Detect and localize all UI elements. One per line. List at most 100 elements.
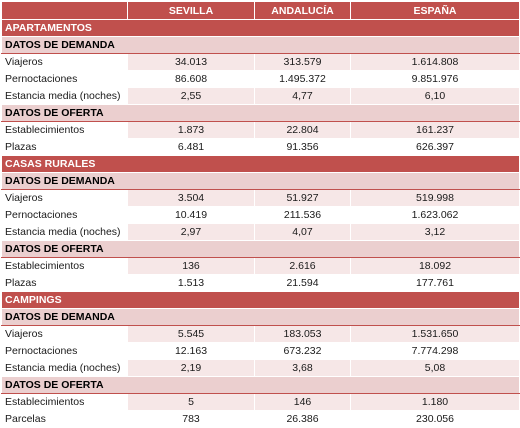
section-title: CAMPINGS — [1, 291, 520, 309]
table-row: Establecimientos 1.873 22.804 161.237 — [1, 121, 520, 139]
table-row: Pernoctaciones 10.419 211.536 1.623.062 — [1, 206, 520, 224]
table-row: Viajeros 34.013 313.579 1.614.808 — [1, 53, 520, 71]
row-label: Plazas — [1, 138, 128, 156]
row-label: Estancia media (noches) — [1, 87, 128, 105]
cell-andalucia: 211.536 — [254, 206, 351, 224]
cell-andalucia: 26.386 — [254, 410, 351, 428]
cell-espana: 18.092 — [350, 257, 520, 275]
cell-andalucia: 22.804 — [254, 121, 351, 139]
row-label: Viajeros — [1, 189, 128, 207]
table-row: Parcelas 783 26.386 230.056 — [1, 410, 520, 428]
group-row: DATOS DE DEMANDA — [1, 308, 520, 326]
row-label: Establecimientos — [1, 257, 128, 275]
cell-espana: 519.998 — [350, 189, 520, 207]
row-label: Viajeros — [1, 325, 128, 343]
cell-andalucia: 51.927 — [254, 189, 351, 207]
cell-espana: 6,10 — [350, 87, 520, 105]
cell-sevilla: 5.545 — [127, 325, 255, 343]
group-title: DATOS DE OFERTA — [1, 104, 520, 122]
group-title: DATOS DE DEMANDA — [1, 172, 520, 190]
table-row: Viajeros 3.504 51.927 519.998 — [1, 189, 520, 207]
table-row: Pernoctaciones 12.163 673.232 7.774.298 — [1, 342, 520, 360]
column-header-andalucia: ANDALUCÍA — [254, 1, 351, 20]
section-title: CASAS RURALES — [1, 155, 520, 173]
cell-sevilla: 1.873 — [127, 121, 255, 139]
cell-sevilla: 6.481 — [127, 138, 255, 156]
cell-espana: 1.531.650 — [350, 325, 520, 343]
header-corner — [1, 1, 128, 20]
cell-espana: 7.774.298 — [350, 342, 520, 360]
cell-sevilla: 2,97 — [127, 223, 255, 241]
cell-sevilla: 2,19 — [127, 359, 255, 377]
cell-sevilla: 2,55 — [127, 87, 255, 105]
cell-sevilla: 12.163 — [127, 342, 255, 360]
row-label: Establecimientos — [1, 121, 128, 139]
section-row: CAMPINGS — [1, 291, 520, 309]
group-title: DATOS DE DEMANDA — [1, 308, 520, 326]
column-header-espana: ESPAÑA — [350, 1, 520, 20]
group-row: DATOS DE OFERTA — [1, 104, 520, 122]
row-label: Establecimientos — [1, 393, 128, 411]
cell-sevilla: 1.513 — [127, 274, 255, 292]
cell-sevilla: 86.608 — [127, 70, 255, 88]
cell-espana: 9.851.976 — [350, 70, 520, 88]
group-row: DATOS DE OFERTA — [1, 376, 520, 394]
cell-andalucia: 673.232 — [254, 342, 351, 360]
cell-andalucia: 183.053 — [254, 325, 351, 343]
cell-espana: 161.237 — [350, 121, 520, 139]
cell-andalucia: 2.616 — [254, 257, 351, 275]
cell-espana: 5,08 — [350, 359, 520, 377]
cell-sevilla: 10.419 — [127, 206, 255, 224]
cell-andalucia: 91.356 — [254, 138, 351, 156]
table-row: Establecimientos 136 2.616 18.092 — [1, 257, 520, 275]
table-row: Establecimientos 5 146 1.180 — [1, 393, 520, 411]
group-title: DATOS DE DEMANDA — [1, 36, 520, 54]
header-row: SEVILLA ANDALUCÍA ESPAÑA — [1, 1, 520, 20]
cell-sevilla: 783 — [127, 410, 255, 428]
cell-andalucia: 1.495.372 — [254, 70, 351, 88]
table-row: Plazas 6.481 91.356 626.397 — [1, 138, 520, 156]
cell-andalucia: 21.594 — [254, 274, 351, 292]
cell-espana: 1.180 — [350, 393, 520, 411]
row-label: Estancia media (noches) — [1, 223, 128, 241]
cell-espana: 1.614.808 — [350, 53, 520, 71]
group-title: DATOS DE OFERTA — [1, 240, 520, 258]
group-row: DATOS DE OFERTA — [1, 240, 520, 258]
cell-andalucia: 3,68 — [254, 359, 351, 377]
table-row: Estancia media (noches) 2,97 4,07 3,12 — [1, 223, 520, 241]
row-label: Parcelas — [1, 410, 128, 428]
row-label: Plazas — [1, 274, 128, 292]
group-row: DATOS DE DEMANDA — [1, 36, 520, 54]
cell-espana: 177.761 — [350, 274, 520, 292]
cell-sevilla: 34.013 — [127, 53, 255, 71]
row-label: Pernoctaciones — [1, 70, 128, 88]
row-label: Pernoctaciones — [1, 342, 128, 360]
column-header-sevilla: SEVILLA — [127, 1, 255, 20]
cell-sevilla: 3.504 — [127, 189, 255, 207]
cell-andalucia: 146 — [254, 393, 351, 411]
row-label: Viajeros — [1, 53, 128, 71]
cell-espana: 626.397 — [350, 138, 520, 156]
section-row: APARTAMENTOS — [1, 19, 520, 37]
cell-espana: 3,12 — [350, 223, 520, 241]
cell-andalucia: 4,77 — [254, 87, 351, 105]
table-row: Plazas 1.513 21.594 177.761 — [1, 274, 520, 292]
group-row: DATOS DE DEMANDA — [1, 172, 520, 190]
cell-sevilla: 5 — [127, 393, 255, 411]
cell-espana: 230.056 — [350, 410, 520, 428]
table-row: Pernoctaciones 86.608 1.495.372 9.851.976 — [1, 70, 520, 88]
section-title: APARTAMENTOS — [1, 19, 520, 37]
cell-andalucia: 4,07 — [254, 223, 351, 241]
table-row: Viajeros 5.545 183.053 1.531.650 — [1, 325, 520, 343]
group-title: DATOS DE OFERTA — [1, 376, 520, 394]
cell-espana: 1.623.062 — [350, 206, 520, 224]
cell-sevilla: 136 — [127, 257, 255, 275]
table-row: Estancia media (noches) 2,19 3,68 5,08 — [1, 359, 520, 377]
section-row: CASAS RURALES — [1, 155, 520, 173]
cell-andalucia: 313.579 — [254, 53, 351, 71]
row-label: Pernoctaciones — [1, 206, 128, 224]
row-label: Estancia media (noches) — [1, 359, 128, 377]
table-row: Estancia media (noches) 2,55 4,77 6,10 — [1, 87, 520, 105]
